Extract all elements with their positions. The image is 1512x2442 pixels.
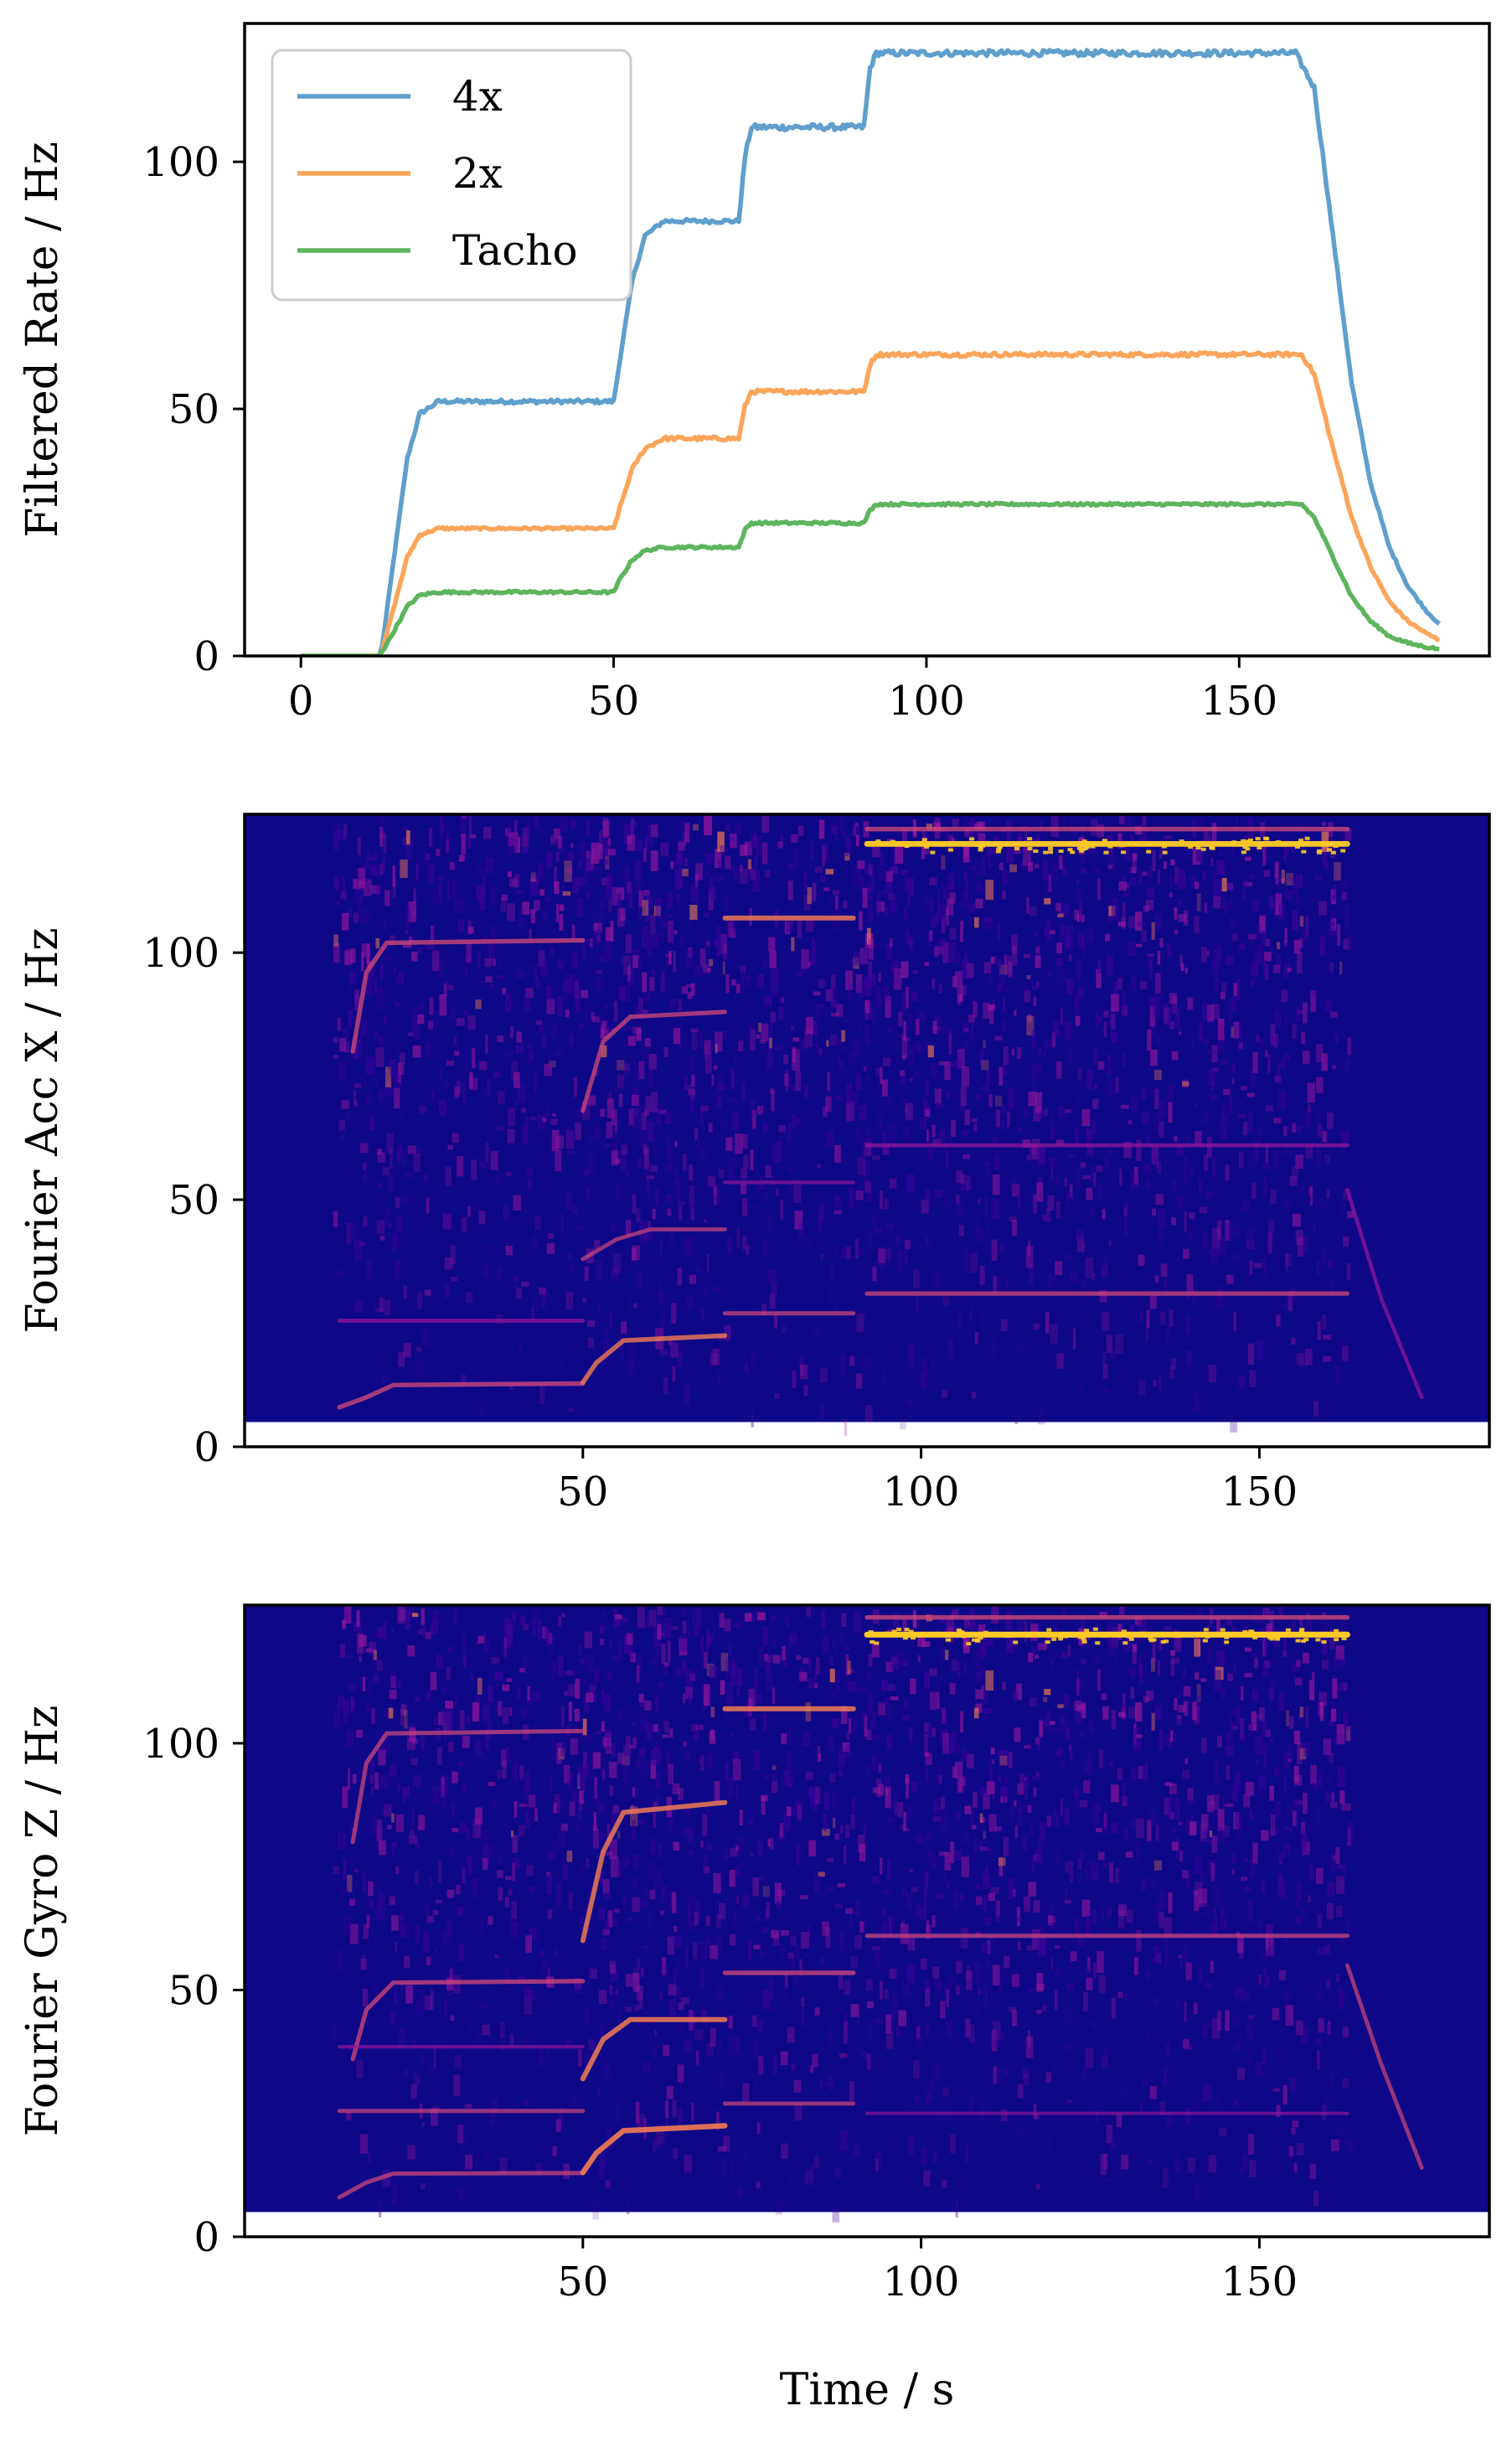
y-tick-label: 50 bbox=[168, 386, 219, 433]
x-tick-label: 100 bbox=[883, 2259, 960, 2305]
panel-fourier-gyro-z: 50 100 150 0 50 100 Fourier Gyro Z / Hz Time / … bbox=[18, 1603, 1491, 2415]
legend-label: 4x bbox=[452, 72, 503, 121]
harmonic-line bbox=[337, 1381, 586, 1410]
harmonic-line bbox=[350, 1728, 586, 1845]
harmonic-line bbox=[580, 1799, 728, 1944]
harmonic-line bbox=[580, 2123, 728, 2176]
plot-area bbox=[300, 48, 1442, 656]
harmonic-line bbox=[337, 2171, 586, 2200]
x-tick-label: 150 bbox=[1200, 678, 1277, 725]
spectrogram-area bbox=[245, 1605, 1489, 2237]
series-line-4x bbox=[300, 48, 1442, 656]
harmonic-line bbox=[350, 1979, 586, 2062]
harmonic-line bbox=[350, 937, 586, 1054]
y-tick-label: 50 bbox=[168, 1967, 219, 2014]
y-tick-label: 0 bbox=[194, 1424, 219, 1471]
harmonic-line bbox=[581, 1227, 727, 1262]
harmonic-line bbox=[1345, 1963, 1424, 2170]
panel-filtered-rate: 0 50 100 150 0 50 100 Filtered Rate / Hz 4x 2x Tac… bbox=[18, 22, 1491, 725]
legend-label: 2x bbox=[452, 149, 503, 198]
x-tick-label: 50 bbox=[557, 2259, 608, 2305]
x-tick-label: 150 bbox=[1221, 2259, 1298, 2305]
harmonic-line bbox=[580, 2016, 728, 2082]
y-tick-label: 0 bbox=[194, 2214, 219, 2261]
x-tick-label: 50 bbox=[588, 678, 639, 725]
x-tick-label: 50 bbox=[557, 1469, 608, 1515]
y-axis-label: Fourier Acc X / Hz bbox=[18, 927, 68, 1333]
series-line-2x bbox=[300, 350, 1440, 656]
panel-fourier-acc-x: 50 100 150 0 50 100 Fourier Acc X / Hz bbox=[18, 813, 1491, 1515]
y-tick-label: 0 bbox=[194, 633, 219, 680]
legend-box bbox=[271, 49, 632, 302]
spectrogram-empty-band bbox=[245, 2212, 1489, 2237]
legend-label: Tacho bbox=[452, 226, 578, 275]
axes-frame bbox=[243, 1603, 1491, 2238]
y-tick-label: 100 bbox=[142, 930, 219, 977]
legend: 4x 2x Tacho bbox=[271, 49, 632, 302]
x-tick-label: 0 bbox=[288, 678, 314, 725]
y-tick-label: 50 bbox=[168, 1177, 219, 1224]
series-line-tacho bbox=[300, 500, 1440, 656]
x-axis-label: Time / s bbox=[780, 2365, 955, 2415]
harmonic-line bbox=[1345, 1188, 1424, 1400]
x-tick-label: 150 bbox=[1221, 1469, 1298, 1515]
y-tick-label: 100 bbox=[142, 1721, 219, 1768]
y-axis-label: Filtered Rate / Hz bbox=[18, 142, 68, 538]
harmonic-line bbox=[581, 1009, 727, 1113]
harmonic-line bbox=[581, 1333, 728, 1386]
x-tick-label: 100 bbox=[888, 678, 965, 725]
spectrogram-area bbox=[245, 814, 1489, 1447]
axes-frame bbox=[243, 22, 1491, 658]
spectrogram-empty-band bbox=[245, 1422, 1489, 1447]
axes-frame bbox=[243, 813, 1491, 1448]
y-tick-label: 100 bbox=[142, 139, 219, 186]
x-tick-label: 100 bbox=[883, 1469, 960, 1515]
y-axis-label: Fourier Gyro Z / Hz bbox=[18, 1706, 68, 2137]
